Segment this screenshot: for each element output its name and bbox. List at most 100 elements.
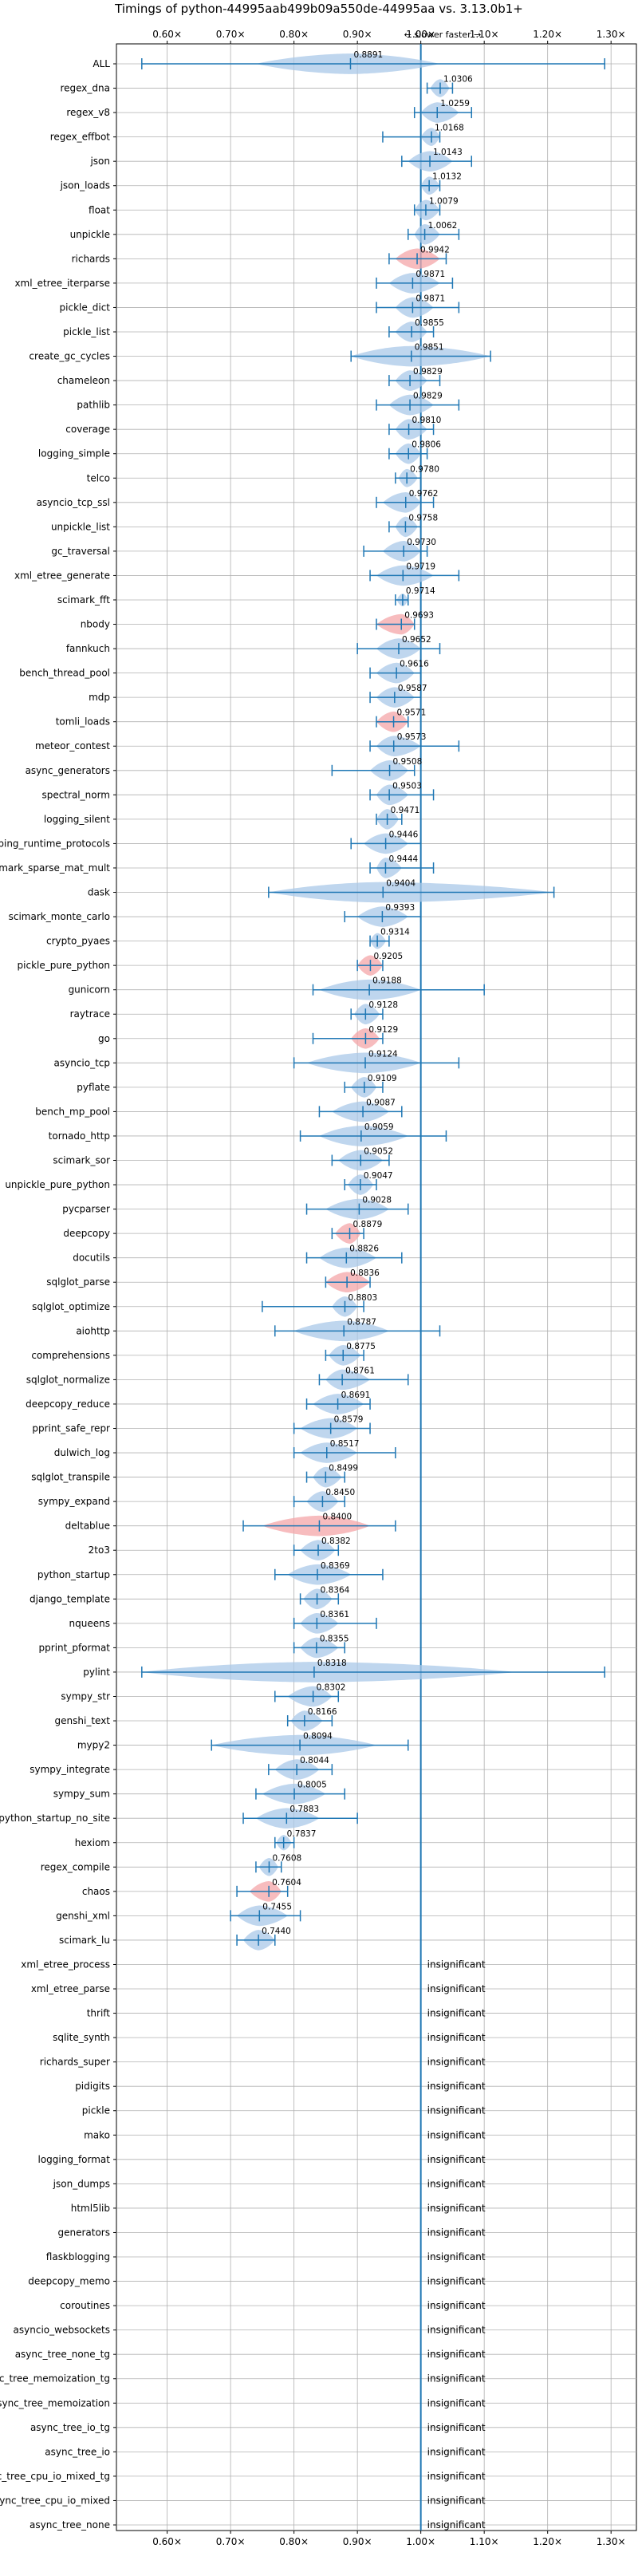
value-label: 0.9393	[385, 903, 415, 913]
benchmark-label: python_startup_no_site	[0, 1813, 110, 1824]
insignificant-label: insignificant	[427, 2105, 486, 2116]
benchmark-label: sympy_integrate	[30, 1764, 110, 1775]
benchmark-label: async_tree_memoization	[0, 2397, 110, 2408]
benchmark-label: bench_thread_pool	[19, 668, 110, 679]
x-tick-label-bottom: 1.20×	[533, 2536, 562, 2547]
insignificant-label: insignificant	[427, 2519, 486, 2531]
value-label: 0.7837	[287, 1829, 317, 1839]
insignificant-label: insignificant	[427, 2446, 486, 2457]
value-label: 1.0132	[432, 172, 462, 182]
benchmark-label: sympy_expand	[38, 1496, 110, 1507]
benchmark-label: 2to3	[89, 1544, 110, 1556]
insignificant-label: insignificant	[427, 1959, 486, 1970]
benchmark-label: meteor_contest	[35, 740, 110, 751]
value-label: 0.9616	[400, 660, 429, 669]
benchmark-label: dask	[88, 887, 110, 898]
violin-marks: 0.8891 1.0306 1.0259 1.0168 1.0143 1.0132 1.00…	[141, 50, 605, 2531]
benchmark-label: mdp	[89, 692, 110, 703]
value-label: 0.9314	[380, 928, 410, 937]
benchmark-label: async_tree_cpu_io_mixed	[0, 2495, 110, 2506]
benchmark-label: async_tree_io	[45, 2446, 110, 2457]
benchmark-label: typing_runtime_protocols	[0, 838, 110, 849]
grid-lines	[116, 44, 636, 2531]
benchmark-label: scimark_lu	[59, 1935, 110, 1946]
value-label: 0.9047	[364, 1171, 393, 1181]
benchmark-label: async_tree_cpu_io_mixed_tg	[0, 2471, 110, 2482]
insignificant-label: insignificant	[427, 2495, 486, 2506]
benchmark-label: sympy_str	[61, 1690, 110, 1702]
value-label: 0.8369	[321, 1561, 350, 1571]
benchmark-label: sqlglot_transpile	[31, 1472, 110, 1483]
benchmark-label: deepcopy_reduce	[26, 1398, 110, 1410]
benchmark-label: genshi_xml	[56, 1910, 110, 1921]
value-label: 0.9109	[368, 1074, 397, 1083]
insignificant-label: insignificant	[427, 2373, 486, 2385]
x-tick-label-bottom: 0.80×	[279, 2536, 309, 2547]
benchmark-label: xml_etree_iterparse	[14, 278, 110, 289]
benchmark-label: xml_etree_parse	[31, 1983, 110, 1994]
benchmark-label: pathlib	[77, 400, 110, 411]
value-label: 0.9762	[409, 489, 439, 499]
x-tick-label-top: 0.70×	[216, 29, 246, 40]
benchmark-label: richards	[72, 253, 110, 264]
insignificant-label: insignificant	[427, 2154, 486, 2165]
benchmark-label: django_template	[30, 1593, 110, 1604]
value-label: 0.8803	[348, 1293, 377, 1303]
benchmark-label: scimark_monte_carlo	[9, 911, 110, 922]
benchmark-label: dulwich_log	[54, 1447, 110, 1458]
value-label: 0.9028	[362, 1196, 392, 1205]
value-label: 0.7440	[262, 1927, 291, 1936]
value-label: 0.9188	[372, 976, 402, 986]
x-tick-label-top: 0.60×	[152, 29, 182, 40]
value-label: 0.9829	[413, 392, 443, 401]
benchmark-label: aiohttp	[76, 1325, 110, 1336]
benchmark-label: asyncio_tcp_ssl	[37, 497, 110, 508]
benchmark-label: scimark_sor	[53, 1155, 110, 1166]
value-label: 0.8787	[347, 1317, 376, 1327]
insignificant-label: insignificant	[427, 2471, 486, 2482]
benchmark-label: logging_simple	[38, 448, 110, 460]
value-label: 0.9758	[408, 513, 438, 523]
benchmark-label: fannkuch	[66, 643, 110, 654]
x-tick-label-bottom: 1.30×	[597, 2536, 626, 2547]
value-label: 0.9059	[364, 1122, 394, 1132]
benchmark-label: json	[89, 156, 110, 167]
insignificant-label: insignificant	[427, 2057, 486, 2068]
value-label: 0.8761	[345, 1366, 375, 1375]
value-label: 0.9719	[406, 562, 435, 571]
benchmark-label: pprint_safe_repr	[32, 1422, 110, 1434]
benchmark-label: mypy2	[77, 1740, 110, 1751]
insignificant-label: insignificant	[427, 2008, 486, 2019]
x-tick-label-bottom: 1.10×	[470, 2536, 499, 2547]
benchmark-label: regex_effbot	[50, 132, 111, 143]
value-label: 0.9829	[413, 367, 443, 377]
benchmark-label: unpickle_pure_python	[5, 1179, 110, 1190]
benchmark-label: sympy_sum	[53, 1789, 110, 1800]
value-label: 0.9871	[415, 294, 445, 303]
value-label: 0.9446	[389, 830, 419, 839]
benchmark-label: async_tree_none_tg	[15, 2349, 110, 2360]
value-label: 0.8775	[346, 1342, 376, 1351]
insignificant-label: insignificant	[427, 2129, 486, 2140]
insignificant-label: insignificant	[427, 2178, 486, 2189]
benchmark-label: comprehensions	[31, 1350, 110, 1361]
x-tick-label-top: 0.80×	[279, 29, 309, 40]
value-label: 0.8579	[334, 1414, 364, 1424]
value-label: 0.9806	[412, 440, 441, 450]
value-label: 0.9404	[386, 879, 415, 889]
benchmark-label: pprint_pformat	[39, 1642, 111, 1653]
value-label: 0.9871	[415, 270, 445, 279]
value-label: 0.8450	[325, 1488, 355, 1497]
x-tick-label-top: 1.10×	[470, 29, 499, 40]
value-label: 0.9129	[368, 1025, 398, 1035]
benchmark-label: mako	[84, 2129, 110, 2140]
benchmark-label: regex_v8	[66, 107, 110, 118]
value-label: 0.8094	[303, 1732, 333, 1742]
benchmark-label: json_loads	[60, 180, 110, 191]
benchmark-label: tomli_loads	[56, 716, 110, 728]
benchmark-label: generators	[57, 2227, 110, 2238]
benchmark-label: scimark_sparse_mat_mult	[0, 862, 110, 874]
value-label: 0.9587	[398, 684, 427, 693]
value-label: 0.8364	[321, 1585, 350, 1595]
benchmark-label: bench_mp_pool	[35, 1106, 110, 1117]
